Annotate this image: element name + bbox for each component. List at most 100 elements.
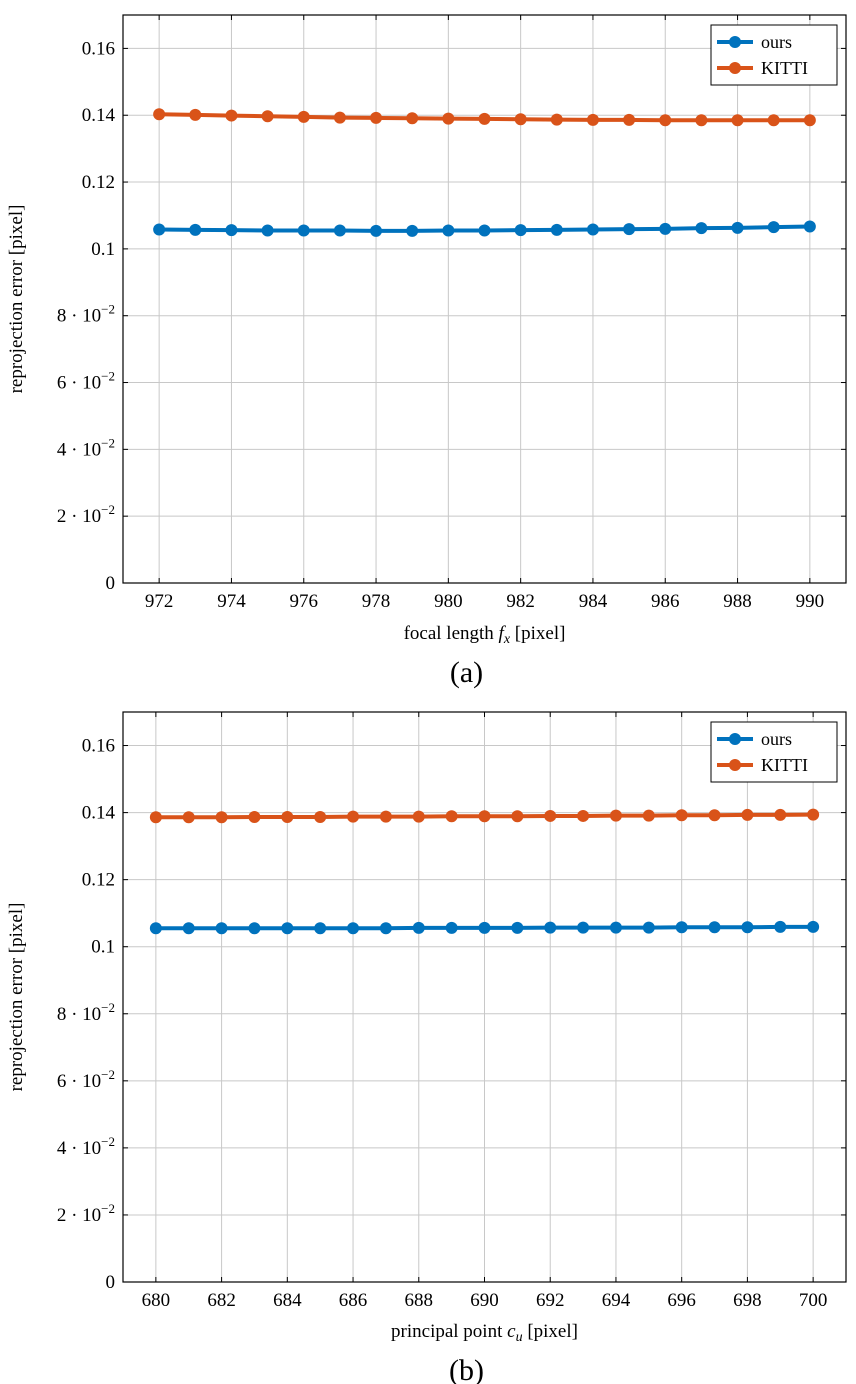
data-point	[767, 221, 780, 234]
data-point	[675, 809, 688, 822]
x-tick-label: 982	[506, 591, 535, 612]
data-point	[774, 808, 787, 821]
y-tick-label: 0.16	[82, 38, 115, 59]
x-tick-label: 986	[651, 591, 680, 612]
data-point	[261, 110, 274, 123]
data-point	[248, 922, 261, 935]
y-axis-label: reprojection error [pixel]	[6, 205, 27, 394]
data-point	[807, 808, 820, 821]
y-tick-label: 0.14	[82, 803, 116, 824]
data-point	[731, 221, 744, 234]
data-point	[153, 108, 166, 121]
y-tick-label: 0.1	[91, 937, 115, 958]
y-tick-label: 0.12	[82, 172, 115, 193]
y-tick-label: 0.16	[82, 736, 115, 757]
data-point	[642, 809, 655, 822]
figure-caption: (a)	[450, 656, 483, 689]
x-tick-label: 980	[434, 591, 463, 612]
data-point	[514, 224, 527, 237]
x-tick-label: 972	[145, 591, 174, 612]
data-point	[478, 921, 491, 934]
data-point	[261, 224, 274, 237]
data-point	[478, 224, 491, 237]
data-point	[314, 922, 327, 935]
x-tick-label: 700	[799, 1290, 828, 1311]
data-point	[544, 809, 557, 822]
data-point	[412, 810, 425, 823]
legend-label: KITTI	[761, 755, 808, 775]
data-point	[659, 114, 672, 127]
plot-frame	[122, 14, 847, 584]
data-point	[333, 111, 346, 124]
data-point	[609, 921, 622, 934]
data-point	[370, 224, 383, 237]
x-tick-label: 684	[273, 1290, 302, 1311]
x-tick-label: 984	[579, 591, 608, 612]
data-point	[189, 108, 202, 121]
legend-swatch-marker	[729, 62, 741, 74]
chart-b: 680 682 684 686 688 690 692 694 696 698 700 0 2 · 10…	[6, 711, 847, 1384]
data-point	[281, 922, 294, 935]
legend-swatch-marker	[729, 36, 741, 48]
data-point	[741, 921, 754, 934]
data-point	[478, 810, 491, 823]
data-point	[767, 114, 780, 127]
y-tick-label: 0	[106, 573, 116, 594]
data-point	[577, 921, 590, 934]
data-point	[215, 811, 228, 824]
data-point	[297, 110, 310, 123]
y-tick-label: 2 · 10−2	[57, 1201, 115, 1226]
data-point	[731, 114, 744, 127]
y-axis-label: reprojection error [pixel]	[6, 903, 27, 1092]
data-point	[708, 921, 721, 934]
data-point	[642, 921, 655, 934]
legend-label: ours	[761, 32, 792, 52]
data-point	[379, 810, 392, 823]
x-tick-label: 694	[602, 1290, 631, 1311]
data-point	[511, 810, 524, 823]
figure-caption: (b)	[449, 1354, 484, 1384]
x-tick-label: 692	[536, 1290, 565, 1311]
y-tick-label: 0.1	[91, 239, 115, 260]
series-kitti	[149, 808, 820, 824]
x-tick-label: 696	[667, 1290, 696, 1311]
data-point	[511, 921, 524, 934]
data-point	[347, 810, 360, 823]
data-point	[478, 112, 491, 125]
legend-label: ours	[761, 729, 792, 749]
data-point	[623, 223, 636, 236]
x-tick-label: 680	[142, 1290, 171, 1311]
data-point	[248, 810, 261, 823]
legend-label: KITTI	[761, 58, 808, 78]
data-point	[659, 222, 672, 235]
data-point	[550, 113, 563, 126]
data-point	[803, 114, 816, 127]
data-point	[514, 113, 527, 126]
data-point	[412, 921, 425, 934]
data-point	[406, 112, 419, 125]
series-ours	[153, 220, 816, 237]
data-point	[623, 113, 636, 126]
x-tick-label: 990	[796, 591, 825, 612]
x-tick-label: 978	[362, 591, 391, 612]
y-tick-label: 0.12	[82, 870, 115, 891]
data-point	[297, 224, 310, 237]
x-tick-label: 988	[723, 591, 752, 612]
x-tick-label: 682	[207, 1290, 236, 1311]
chart-a: 972 974 976 978 980 982 984 986 988 990 0 2 · 10−2 4…	[6, 14, 847, 689]
legend-swatch-marker	[729, 733, 741, 745]
data-point	[370, 111, 383, 124]
data-point	[741, 808, 754, 821]
data-point	[445, 921, 458, 934]
y-tick-label: 6 · 10−2	[57, 1067, 115, 1092]
data-point	[695, 222, 708, 235]
data-point	[577, 809, 590, 822]
data-point	[550, 223, 563, 236]
legend-box	[710, 24, 838, 86]
x-tick-label: 698	[733, 1290, 762, 1311]
series-ours	[149, 920, 820, 935]
data-point	[182, 922, 195, 935]
x-tick-label: 974	[217, 591, 246, 612]
y-tick-label: 0.14	[82, 105, 116, 126]
data-point	[314, 810, 327, 823]
